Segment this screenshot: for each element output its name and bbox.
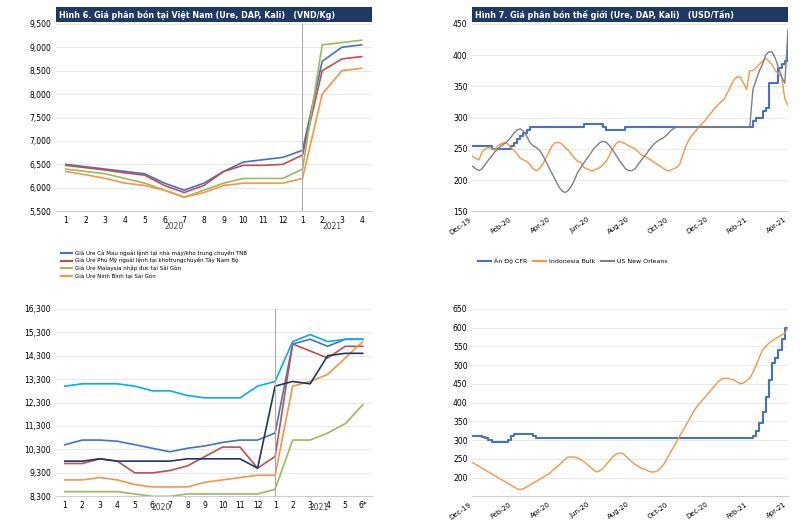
Text: Hình 6. Giá phân bón tại Việt Nam (Ure, DAP, Kali)   (VND/Kg): Hình 6. Giá phân bón tại Việt Nam (Ure, … [58,10,334,20]
Text: 2021: 2021 [310,503,329,512]
Text: 2020: 2020 [151,503,170,512]
Legend: Ấn Độ CFR, Indonesia Bulk, US New Orleans: Ấn Độ CFR, Indonesia Bulk, US New Orlean… [476,256,670,267]
Text: 2021: 2021 [322,222,342,231]
Text: 2020: 2020 [165,222,184,231]
Legend: Giá Ure Cà Mau ngoài lệnh tại nhà máy/kho trung chuyển TNB, Giá Ure Phú Mỹ ngoài: Giá Ure Cà Mau ngoài lệnh tại nhà máy/kh… [58,248,249,281]
Text: Hình 7. Giá phân bón thế giới (Ure, DAP, Kali)   (USD/Tấn): Hình 7. Giá phân bón thế giới (Ure, DAP,… [475,10,734,20]
